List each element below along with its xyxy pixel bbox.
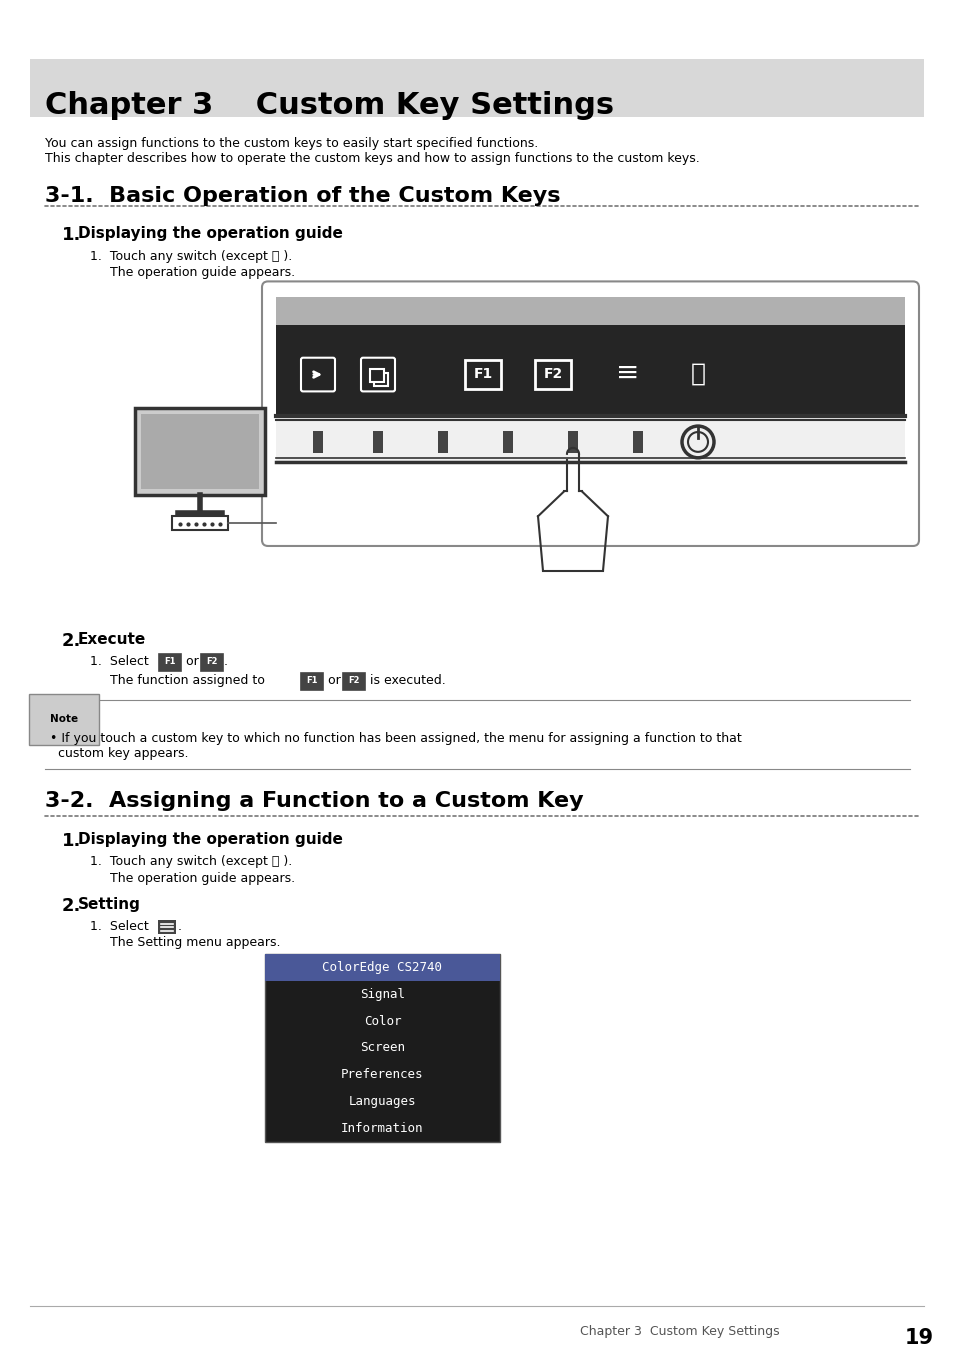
- Text: Signal: Signal: [359, 988, 405, 1000]
- Text: .: .: [178, 919, 182, 933]
- FancyBboxPatch shape: [360, 358, 395, 391]
- Bar: [502, 431, 513, 452]
- Bar: [158, 919, 175, 934]
- Text: 1.  Touch any switch (except ⏻ ).: 1. Touch any switch (except ⏻ ).: [90, 855, 292, 868]
- Bar: [172, 516, 228, 531]
- Text: This chapter describes how to operate the custom keys and how to assign function: This chapter describes how to operate th…: [45, 151, 699, 165]
- Text: The function assigned to: The function assigned to: [110, 674, 269, 687]
- Text: F2: F2: [543, 367, 562, 381]
- Text: F1: F1: [473, 367, 492, 381]
- Text: F1: F1: [306, 676, 317, 686]
- Bar: [313, 431, 323, 452]
- Text: The Setting menu appears.: The Setting menu appears.: [110, 937, 280, 949]
- Text: Execute: Execute: [78, 632, 146, 647]
- Text: .: .: [224, 655, 228, 668]
- Text: • If you touch a custom key to which no function has been assigned, the menu for: • If you touch a custom key to which no …: [50, 732, 741, 760]
- Text: Information: Information: [341, 1122, 423, 1134]
- Text: Displaying the operation guide: Displaying the operation guide: [78, 225, 342, 240]
- Text: Setting: Setting: [78, 896, 141, 911]
- Text: Chapter 3    Custom Key Settings: Chapter 3 Custom Key Settings: [45, 92, 614, 120]
- FancyBboxPatch shape: [159, 653, 181, 671]
- Text: 1.  Select: 1. Select: [90, 655, 152, 668]
- Bar: [265, 954, 499, 981]
- Text: 1.: 1.: [62, 833, 81, 851]
- Text: 1.  Touch any switch (except ⏻ ).: 1. Touch any switch (except ⏻ ).: [90, 250, 292, 263]
- Bar: [567, 431, 578, 452]
- Text: Displaying the operation guide: Displaying the operation guide: [78, 833, 342, 848]
- Text: 1.: 1.: [62, 225, 81, 244]
- FancyBboxPatch shape: [301, 358, 335, 391]
- Text: 19: 19: [904, 1328, 933, 1347]
- Bar: [275, 414, 904, 464]
- Bar: [265, 954, 499, 1142]
- Bar: [275, 297, 904, 325]
- Text: or: or: [324, 674, 344, 687]
- FancyBboxPatch shape: [343, 672, 365, 690]
- Bar: [275, 325, 904, 414]
- Bar: [30, 59, 923, 117]
- Text: Screen: Screen: [359, 1041, 405, 1054]
- Text: ≡: ≡: [616, 359, 639, 386]
- Text: or: or: [182, 655, 203, 668]
- Text: The operation guide appears.: The operation guide appears.: [110, 872, 294, 886]
- Text: Color: Color: [363, 1015, 401, 1027]
- Bar: [437, 431, 448, 452]
- Bar: [141, 414, 258, 490]
- Text: F2: F2: [206, 657, 217, 667]
- Text: 2.: 2.: [62, 632, 81, 651]
- Text: F1: F1: [164, 657, 175, 667]
- Text: 1.  Select: 1. Select: [90, 919, 152, 933]
- FancyBboxPatch shape: [464, 359, 500, 389]
- Text: Languages: Languages: [349, 1095, 416, 1108]
- Text: F2: F2: [348, 676, 359, 686]
- Text: ⏻: ⏻: [690, 362, 705, 386]
- Text: Chapter 3  Custom Key Settings: Chapter 3 Custom Key Settings: [579, 1324, 779, 1338]
- Bar: [135, 408, 265, 495]
- Text: You can assign functions to the custom keys to easily start specified functions.: You can assign functions to the custom k…: [45, 136, 537, 150]
- Bar: [373, 431, 382, 452]
- FancyBboxPatch shape: [201, 653, 223, 671]
- Text: is executed.: is executed.: [366, 674, 445, 687]
- Bar: [374, 373, 388, 386]
- Text: 3-1.  Basic Operation of the Custom Keys: 3-1. Basic Operation of the Custom Keys: [45, 186, 560, 207]
- FancyBboxPatch shape: [535, 359, 571, 389]
- Text: 3-2.  Assigning a Function to a Custom Key: 3-2. Assigning a Function to a Custom Ke…: [45, 791, 583, 811]
- Bar: [633, 431, 642, 452]
- FancyBboxPatch shape: [262, 281, 918, 545]
- Text: ColorEdge CS2740: ColorEdge CS2740: [322, 961, 442, 975]
- Bar: [370, 369, 384, 382]
- Text: Preferences: Preferences: [341, 1068, 423, 1081]
- Text: Note: Note: [50, 714, 78, 725]
- FancyBboxPatch shape: [301, 672, 323, 690]
- Text: 2.: 2.: [62, 896, 81, 915]
- Text: The operation guide appears.: The operation guide appears.: [110, 266, 294, 278]
